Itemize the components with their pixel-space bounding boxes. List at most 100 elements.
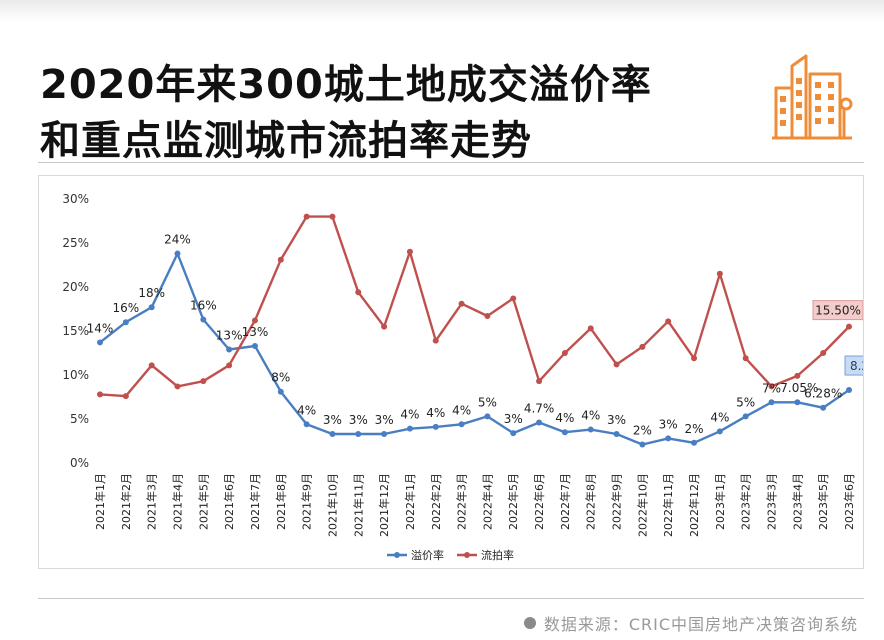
- data-label: 13%: [242, 325, 269, 339]
- data-point: [148, 304, 155, 311]
- data-label: 16%: [190, 299, 217, 313]
- data-label: 3%: [504, 412, 523, 426]
- x-tick-label: 2023年3月: [765, 473, 779, 530]
- data-label: 4%: [400, 408, 419, 422]
- x-tick-label: 2022年6月: [532, 473, 546, 530]
- data-label: 8%: [271, 371, 290, 385]
- buildings-icon: [772, 54, 853, 140]
- data-point: [200, 316, 207, 323]
- x-tick-label: 2022年1月: [403, 473, 417, 530]
- chart-frame: 0% 5% 10% 15% 20% 25% 30% 2021年1月 2021年2月 2021年3…: [38, 175, 884, 569]
- data-point: [639, 441, 646, 448]
- series-line-premium-rate: [99, 252, 850, 446]
- data-label: 4%: [297, 403, 316, 417]
- data-point: [846, 387, 852, 394]
- data-point: [97, 339, 103, 346]
- data-label: 3%: [349, 413, 368, 427]
- data-label: 3%: [323, 413, 342, 427]
- data-label: 4%: [452, 403, 471, 417]
- data-point: [458, 300, 465, 307]
- data-point: [226, 362, 233, 369]
- data-point: [458, 421, 465, 428]
- data-point: [329, 213, 336, 220]
- data-label: 8.29%: [850, 359, 863, 373]
- x-tick-label: 2023年1月: [713, 473, 727, 530]
- x-tick-label: 2021年3月: [145, 473, 159, 530]
- data-point: [277, 388, 284, 395]
- source-bullet-icon: [523, 617, 536, 629]
- data-point: [613, 430, 620, 437]
- data-label: 14%: [87, 321, 114, 335]
- data-point: [794, 372, 801, 379]
- x-tick-label: 2021年6月: [222, 473, 236, 530]
- data-point: [97, 391, 103, 398]
- legend-auction-marker: [464, 552, 470, 558]
- x-tick-label: 2023年6月: [842, 473, 856, 530]
- data-point: [820, 350, 827, 356]
- line-chart: 0% 5% 10% 15% 20% 25% 30% 2021年1月 2021年2月 2021年3…: [62, 192, 884, 562]
- y-tick-label: 20%: [62, 280, 89, 294]
- data-label: 4%: [710, 410, 729, 424]
- y-tick-label: 30%: [62, 192, 89, 206]
- data-point: [691, 439, 698, 446]
- data-label: 15.50%: [815, 304, 861, 318]
- source-text: 数据来源：CRIC中国房地产决策咨询系统: [543, 615, 858, 634]
- data-point: [561, 429, 568, 436]
- x-tick-label: 2021年4月: [170, 473, 184, 530]
- top-shadow-band: [0, 0, 884, 22]
- data-point: [820, 404, 827, 411]
- data-point: [742, 413, 749, 420]
- page-title-line-1: 2020年来300城土地成交溢价率: [40, 62, 652, 108]
- data-label: 7.05%: [780, 381, 818, 395]
- data-point: [510, 430, 517, 437]
- x-tick-label: 2021年10月: [325, 473, 339, 537]
- data-point: [484, 413, 491, 420]
- data-point: [768, 383, 775, 390]
- x-tick-label: 2022年5月: [506, 473, 520, 530]
- data-label: 2%: [685, 422, 704, 436]
- data-point: [665, 435, 672, 442]
- data-label: 3%: [607, 413, 626, 427]
- data-point: [432, 423, 439, 430]
- x-tick-label: 2021年2月: [119, 473, 133, 530]
- x-tick-label: 2022年4月: [480, 473, 494, 530]
- footer-divider: [38, 598, 864, 599]
- x-tick-label: 2021年5月: [196, 473, 210, 530]
- data-point: [303, 213, 310, 220]
- data-label: 6.28%: [804, 387, 842, 401]
- data-label: 5%: [736, 395, 755, 409]
- data-point: [665, 318, 672, 325]
- y-tick-label: 15%: [62, 324, 89, 338]
- data-label: 4%: [555, 411, 574, 425]
- data-label: 7%: [762, 381, 781, 395]
- x-tick-label: 2021年1月: [93, 473, 107, 530]
- data-point: [561, 350, 568, 356]
- data-point: [381, 323, 388, 330]
- data-label: 4%: [581, 409, 600, 423]
- data-point: [587, 426, 594, 433]
- y-axis: 0% 5% 10% 15% 20% 25% 30%: [62, 192, 89, 470]
- x-tick-label: 2022年10月: [635, 473, 649, 537]
- x-tick-label: 2022年11月: [661, 473, 675, 537]
- x-tick-label: 2022年3月: [455, 473, 469, 530]
- data-point: [510, 295, 517, 302]
- x-tick-label: 2022年7月: [558, 473, 572, 530]
- x-tick-label: 2021年9月: [300, 473, 314, 530]
- data-label: 3%: [659, 417, 678, 431]
- y-tick-label: 25%: [62, 236, 89, 250]
- data-point: [716, 270, 723, 277]
- data-point: [742, 355, 749, 362]
- x-tick-label: 2021年8月: [274, 473, 288, 530]
- data-point: [639, 343, 646, 350]
- data-point: [691, 355, 698, 362]
- data-point: [406, 425, 413, 432]
- data-point: [794, 399, 801, 406]
- y-tick-label: 10%: [62, 368, 89, 382]
- data-label: 4.7%: [524, 402, 555, 416]
- data-label: 3%: [375, 413, 394, 427]
- data-label: 2%: [633, 424, 652, 438]
- data-label: 18%: [138, 286, 165, 300]
- x-tick-label: 2022年2月: [429, 473, 443, 530]
- data-point: [381, 430, 388, 437]
- data-point: [432, 337, 439, 344]
